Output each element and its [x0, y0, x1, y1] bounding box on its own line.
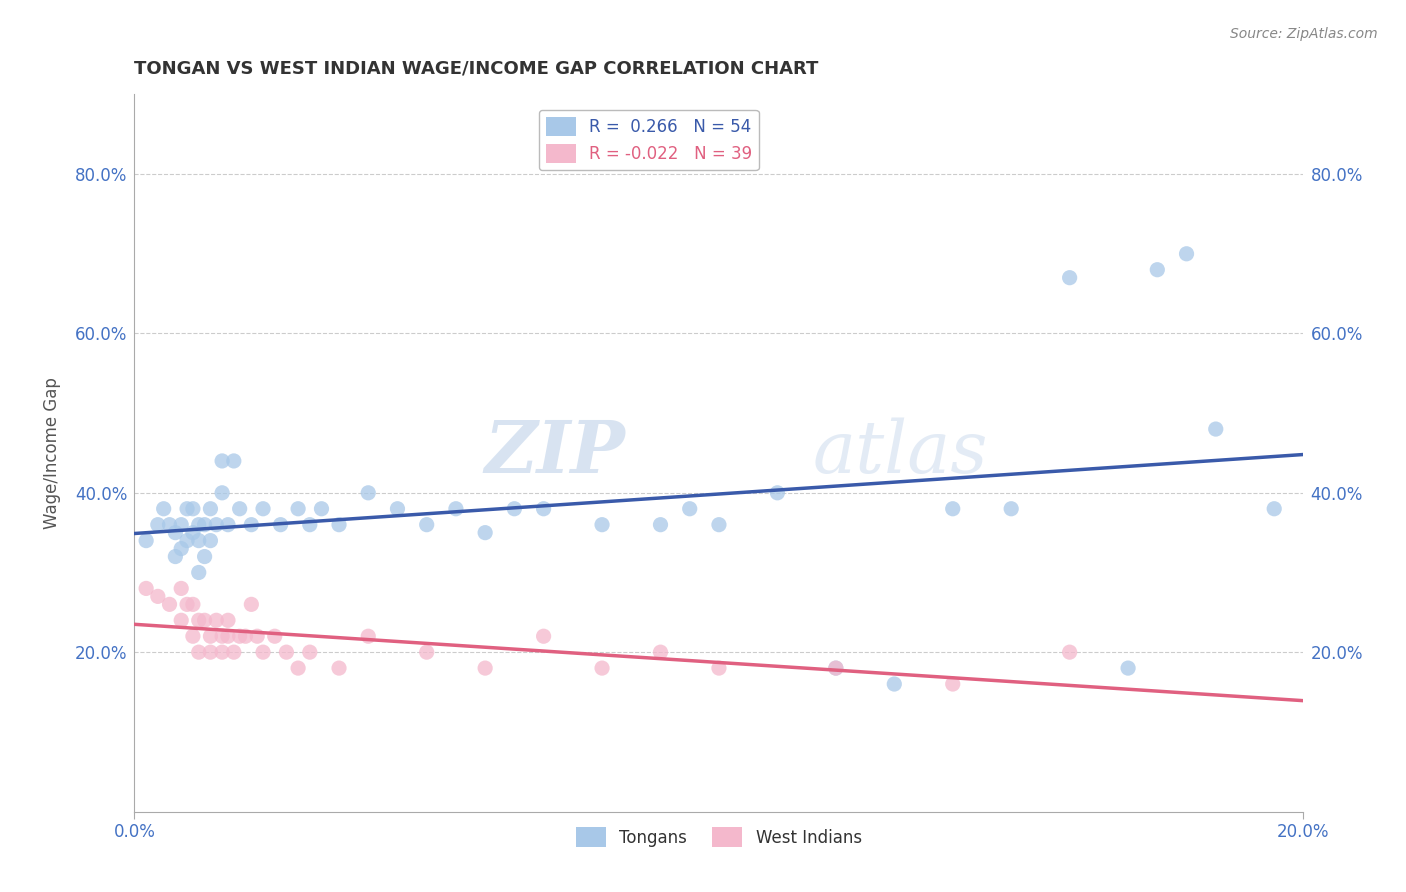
Tongans [165, 549, 187, 564]
West Indians [276, 645, 298, 659]
Tongans [176, 501, 198, 516]
West Indians [252, 645, 274, 659]
West Indians [942, 677, 965, 691]
Tongans [1059, 270, 1081, 285]
West Indians [222, 645, 245, 659]
Tongans [387, 501, 409, 516]
West Indians [159, 598, 181, 612]
Tongans [444, 501, 467, 516]
Tongans [187, 517, 209, 532]
Tongans [170, 517, 193, 532]
Tongans [707, 517, 730, 532]
West Indians [287, 661, 309, 675]
West Indians [263, 629, 285, 643]
Tongans [1175, 247, 1198, 261]
West Indians [211, 629, 233, 643]
Tongans [200, 533, 222, 548]
West Indians [591, 661, 613, 675]
Tongans [240, 517, 263, 532]
West Indians [200, 645, 222, 659]
Tongans [824, 661, 846, 675]
West Indians [176, 598, 198, 612]
Tongans [503, 501, 526, 516]
West Indians [187, 613, 209, 627]
Tongans [1000, 501, 1022, 516]
Tongans [942, 501, 965, 516]
Tongans [1146, 262, 1168, 277]
West Indians [217, 629, 239, 643]
West Indians [235, 629, 257, 643]
Tongans [170, 541, 193, 556]
West Indians [211, 645, 233, 659]
West Indians [533, 629, 555, 643]
West Indians [187, 645, 209, 659]
Tongans [252, 501, 274, 516]
West Indians [240, 598, 263, 612]
Tongans [533, 501, 555, 516]
West Indians [707, 661, 730, 675]
Tongans [1116, 661, 1139, 675]
Tongans [152, 501, 174, 516]
Text: ZIP: ZIP [485, 417, 626, 489]
West Indians [200, 629, 222, 643]
Tongans [200, 501, 222, 516]
Tongans [194, 517, 217, 532]
Tongans [135, 533, 157, 548]
West Indians [328, 661, 350, 675]
Tongans [298, 517, 321, 532]
Tongans [194, 549, 217, 564]
Tongans [181, 501, 204, 516]
West Indians [170, 582, 193, 596]
Tongans [287, 501, 309, 516]
Tongans [176, 533, 198, 548]
Tongans [650, 517, 672, 532]
Tongans [328, 517, 350, 532]
Tongans [679, 501, 702, 516]
Tongans [181, 525, 204, 540]
Text: atlas: atlas [813, 417, 988, 488]
Tongans [217, 517, 239, 532]
West Indians [181, 598, 204, 612]
West Indians [415, 645, 437, 659]
West Indians [146, 590, 169, 604]
Tongans [766, 485, 789, 500]
Tongans [883, 677, 905, 691]
Legend: R =  0.266   N = 54, R = -0.022   N = 39: R = 0.266 N = 54, R = -0.022 N = 39 [538, 110, 759, 170]
Tongans [474, 525, 496, 540]
West Indians [228, 629, 250, 643]
Tongans [591, 517, 613, 532]
West Indians [205, 613, 228, 627]
West Indians [474, 661, 496, 675]
Y-axis label: Wage/Income Gap: Wage/Income Gap [44, 377, 60, 529]
Text: Source: ZipAtlas.com: Source: ZipAtlas.com [1230, 27, 1378, 41]
Tongans [187, 533, 209, 548]
Tongans [211, 485, 233, 500]
West Indians [246, 629, 269, 643]
West Indians [181, 629, 204, 643]
Tongans [187, 566, 209, 580]
West Indians [135, 582, 157, 596]
Tongans [415, 517, 437, 532]
West Indians [217, 613, 239, 627]
Tongans [205, 517, 228, 532]
Tongans [311, 501, 333, 516]
West Indians [1059, 645, 1081, 659]
Tongans [1205, 422, 1227, 436]
West Indians [170, 613, 193, 627]
Tongans [222, 454, 245, 468]
Tongans [211, 454, 233, 468]
Tongans [1263, 501, 1285, 516]
Tongans [146, 517, 169, 532]
West Indians [824, 661, 846, 675]
West Indians [650, 645, 672, 659]
Text: TONGAN VS WEST INDIAN WAGE/INCOME GAP CORRELATION CHART: TONGAN VS WEST INDIAN WAGE/INCOME GAP CO… [135, 60, 818, 78]
West Indians [357, 629, 380, 643]
Tongans [165, 525, 187, 540]
Tongans [357, 485, 380, 500]
West Indians [298, 645, 321, 659]
Tongans [228, 501, 250, 516]
West Indians [194, 613, 217, 627]
Tongans [270, 517, 292, 532]
Tongans [159, 517, 181, 532]
